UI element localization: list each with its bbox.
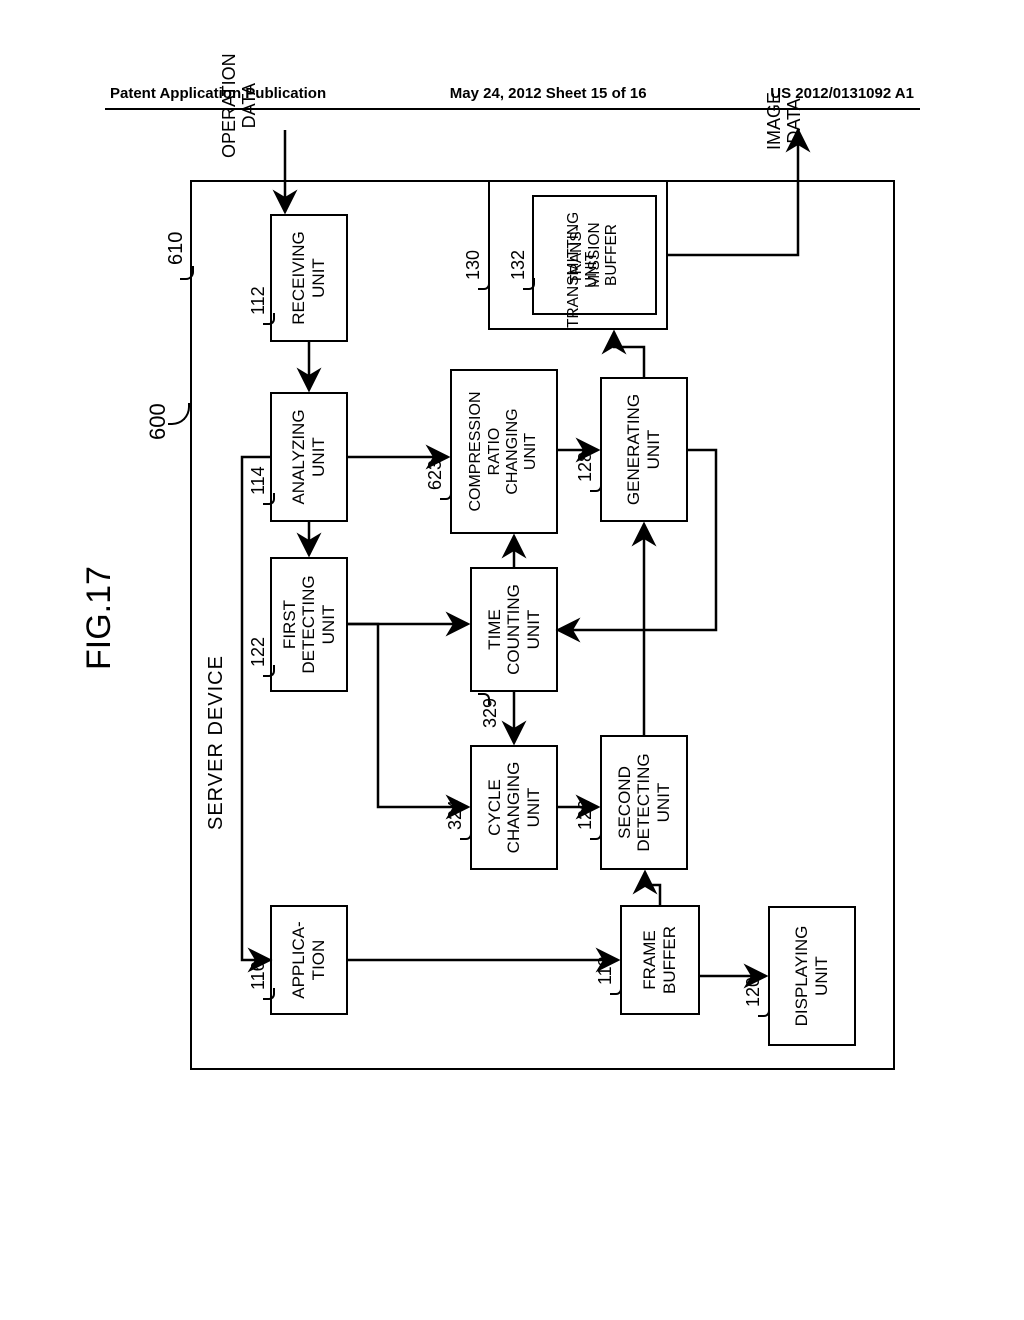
diagram-container: FIG.17 600 610 SERVER DEVICE APPLICA-TIO…: [80, 130, 940, 1230]
arrows-layer: [80, 110, 940, 1110]
page-header: Patent Application Publication May 24, 2…: [0, 85, 1024, 102]
header-mid: May 24, 2012 Sheet 15 of 16: [450, 85, 647, 102]
diagram: FIG.17 600 610 SERVER DEVICE APPLICA-TIO…: [80, 130, 940, 1110]
